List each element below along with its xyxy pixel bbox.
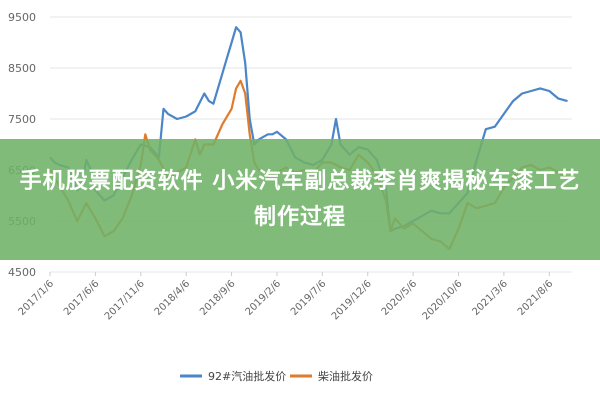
headline-text: 手机股票配资软件 小米汽车副总裁李肖爽揭秘车漆工艺制作过程 bbox=[19, 168, 581, 230]
x-tick-label: 2021/8/6 bbox=[516, 278, 556, 318]
chart-legend: 92#汽油批发价 柴油批发价 bbox=[180, 369, 373, 383]
x-tick-label: 2017/11/6 bbox=[103, 278, 147, 322]
x-axis-ticks: 2017/1/6 2017/6/6 2017/11/6 2018/4/6 2018/9/… bbox=[17, 272, 556, 322]
x-tick-label: 2019/2/6 bbox=[244, 278, 284, 318]
x-tick-label: 2020/10/6 bbox=[421, 278, 465, 322]
headline-banner: 手机股票配资软件 小米汽车副总裁李肖爽揭秘车漆工艺制作过程 bbox=[0, 139, 600, 260]
x-tick-label: 2017/6/6 bbox=[62, 278, 102, 318]
x-tick-label: 2020/5/6 bbox=[380, 278, 420, 318]
x-tick-label: 2019/12/6 bbox=[330, 278, 374, 322]
x-tick-label: 2018/9/6 bbox=[198, 278, 238, 318]
y-tick-label: 4500 bbox=[8, 266, 36, 279]
legend-label: 92#汽油批发价 bbox=[208, 369, 286, 383]
x-tick-label: 2017/1/6 bbox=[17, 278, 57, 318]
y-tick-label: 8500 bbox=[8, 62, 36, 75]
x-tick-label: 2019/7/6 bbox=[289, 278, 329, 318]
y-tick-label: 7500 bbox=[8, 113, 36, 126]
legend-label: 柴油批发价 bbox=[318, 369, 373, 383]
x-tick-label: 2021/3/6 bbox=[470, 278, 510, 318]
y-tick-label: 9500 bbox=[8, 11, 36, 24]
x-tick-label: 2018/4/6 bbox=[153, 278, 193, 318]
